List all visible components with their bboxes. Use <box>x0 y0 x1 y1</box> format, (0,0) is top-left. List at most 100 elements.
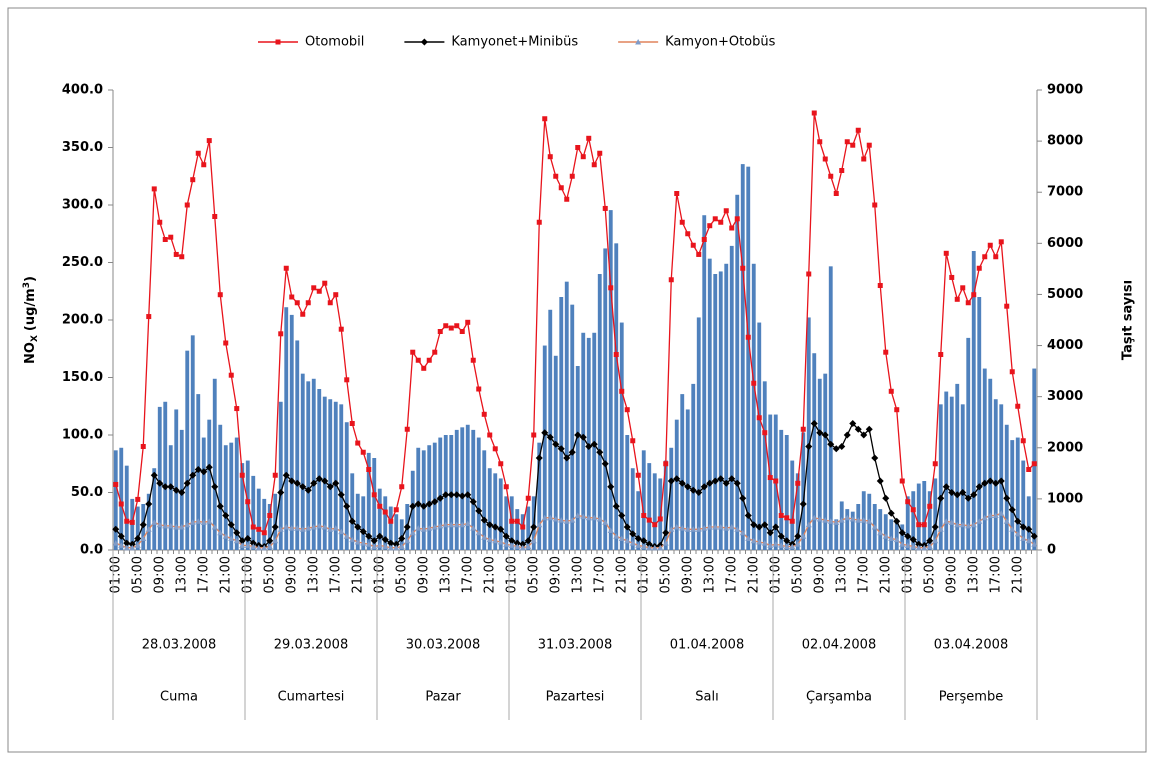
group-day: Çarşamba <box>806 690 872 705</box>
line-marker <box>316 522 323 529</box>
line-marker <box>189 519 196 525</box>
line-marker <box>421 365 427 371</box>
line-marker <box>910 507 916 513</box>
line-marker <box>168 234 174 240</box>
line-marker <box>762 430 768 436</box>
bar <box>955 383 960 550</box>
line-marker <box>954 296 960 302</box>
line-marker <box>827 518 834 524</box>
line-marker <box>723 208 729 214</box>
line-marker <box>799 500 807 508</box>
bar <box>537 442 542 550</box>
line-marker <box>206 138 212 144</box>
line-marker <box>585 514 592 521</box>
bar <box>570 304 575 550</box>
line-marker <box>349 536 356 543</box>
line-marker <box>465 319 471 325</box>
x-tick-label: 17:00 <box>856 556 871 593</box>
x-tick-label: 17:00 <box>328 556 343 593</box>
line-marker <box>1003 494 1011 502</box>
bar <box>960 404 965 550</box>
line-marker <box>613 533 620 539</box>
line-marker <box>602 205 608 211</box>
bar <box>306 381 311 550</box>
line-marker <box>437 522 444 529</box>
line-marker <box>563 454 571 462</box>
line-marker <box>194 466 202 473</box>
line-marker <box>558 185 564 191</box>
line-marker <box>585 443 593 450</box>
line-marker <box>849 420 857 427</box>
line-marker <box>789 543 796 550</box>
legend-label: Kamyon+Otobüs <box>665 35 775 50</box>
line-marker <box>282 471 290 479</box>
line-marker <box>777 532 785 540</box>
line-marker <box>877 529 884 536</box>
group-day: Cuma <box>160 690 198 705</box>
line-marker <box>454 323 460 329</box>
line-marker <box>722 479 730 487</box>
line-marker <box>926 537 934 545</box>
line-marker <box>1025 537 1032 544</box>
line-marker <box>964 494 972 502</box>
line-marker <box>370 537 378 545</box>
line-marker <box>321 524 328 530</box>
line-marker <box>1009 369 1015 375</box>
line-marker <box>201 162 207 168</box>
bar <box>493 473 498 550</box>
line-marker <box>508 537 516 545</box>
bar <box>482 450 487 550</box>
line-marker <box>949 274 955 280</box>
line-marker <box>546 433 554 441</box>
line-marker <box>436 494 444 502</box>
bar <box>416 447 421 550</box>
line-marker <box>838 517 845 523</box>
line-marker <box>959 521 966 528</box>
bar <box>295 340 300 550</box>
x-tick-label: 05:00 <box>262 556 277 593</box>
x-tick-label: 17:00 <box>988 556 1003 593</box>
line-marker <box>997 477 1005 485</box>
line-marker <box>480 516 488 524</box>
bar <box>691 383 696 550</box>
line-marker <box>569 173 575 179</box>
line-marker <box>145 500 153 508</box>
bar <box>735 194 740 550</box>
bar <box>251 475 256 550</box>
x-tick-label: 21:00 <box>1010 556 1025 593</box>
line-marker <box>591 514 598 521</box>
line-marker <box>839 168 845 173</box>
bar <box>790 460 795 550</box>
line-marker <box>596 448 604 456</box>
y2-tick-label: 0 <box>1047 543 1056 558</box>
line-marker <box>377 503 383 509</box>
bar <box>938 404 943 550</box>
line-marker <box>343 502 351 510</box>
bar <box>696 317 701 550</box>
bar <box>883 514 888 550</box>
line-marker <box>905 499 911 505</box>
line-marker <box>536 219 542 225</box>
line-marker <box>519 540 527 548</box>
line-marker <box>305 300 311 306</box>
group-day: Pazartesi <box>546 690 605 705</box>
line-marker <box>173 524 180 530</box>
line-marker <box>112 525 120 533</box>
bar <box>399 519 404 550</box>
bar <box>1010 440 1015 550</box>
line-marker <box>575 145 581 150</box>
line-marker <box>238 537 246 545</box>
group-day: Pazar <box>425 690 461 705</box>
line-marker <box>447 491 455 499</box>
bar <box>663 460 668 550</box>
line-marker <box>157 219 163 225</box>
line-marker <box>392 540 400 548</box>
bar <box>212 378 217 550</box>
line-marker <box>509 518 515 524</box>
line-marker <box>250 543 257 550</box>
x-tick-label: 01:00 <box>108 556 123 593</box>
line-marker <box>305 525 312 531</box>
line-marker <box>877 283 883 288</box>
line-marker <box>442 491 450 499</box>
line-marker <box>810 420 818 427</box>
